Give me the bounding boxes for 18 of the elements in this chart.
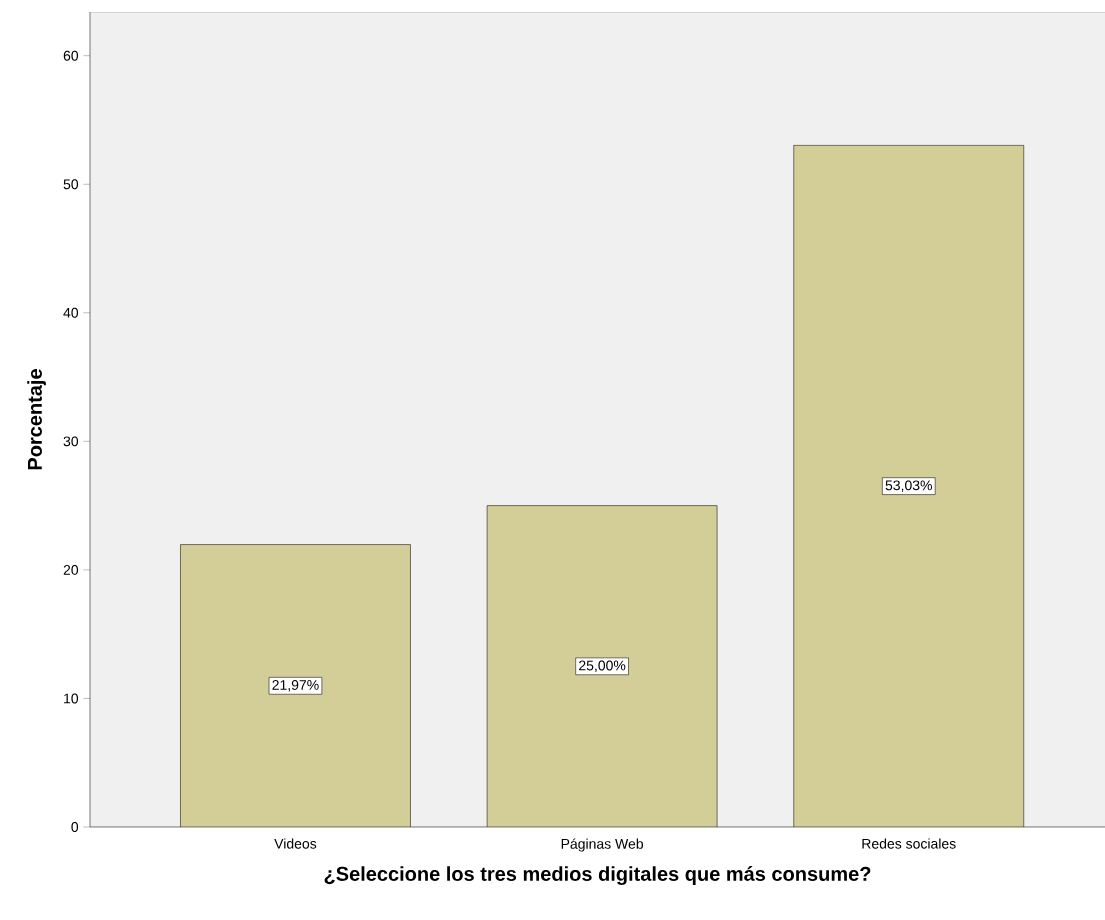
y-tick-label: 60: [63, 50, 79, 61]
data-label: 25,00%: [579, 660, 626, 673]
bar: [487, 505, 718, 827]
data-label: 53,03%: [885, 480, 932, 492]
y-tick-label: 40: [63, 307, 79, 318]
x-axis-title: ¿Seleccione los tres medios digitales que más consume?: [324, 866, 871, 885]
x-tick-label: Páginas Web: [561, 838, 644, 852]
y-tick-label: 20: [63, 564, 79, 575]
y-tick-label: 0: [71, 822, 79, 832]
y-axis-title: Porcentaje: [27, 369, 46, 470]
y-tick-label: 30: [63, 436, 79, 447]
bar: [793, 145, 1025, 827]
x-tick-label: Videos: [274, 838, 317, 849]
bar: [180, 544, 411, 827]
data-label: 21,97%: [272, 680, 319, 692]
x-tick-label: Redes sociales: [862, 838, 956, 849]
y-tick-label: 50: [63, 179, 79, 190]
y-tick-label: 10: [64, 693, 79, 704]
